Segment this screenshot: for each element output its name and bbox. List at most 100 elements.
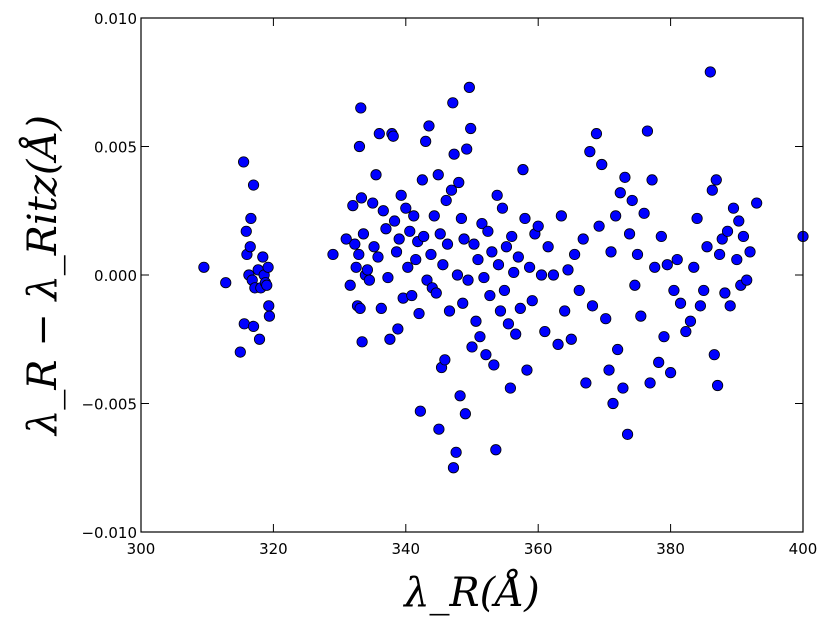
y-tick-label: −0.005 — [81, 396, 137, 414]
data-point — [751, 197, 763, 209]
data-point — [377, 205, 389, 217]
data-point — [384, 333, 396, 345]
data-point — [712, 379, 724, 392]
data-point — [434, 228, 446, 240]
y-tick-label: 0.005 — [94, 139, 137, 157]
data-point — [463, 81, 475, 93]
data-point — [355, 192, 368, 204]
data-point — [198, 261, 210, 273]
data-point — [428, 210, 440, 222]
data-point — [437, 259, 449, 271]
data-point — [508, 266, 520, 279]
data-point — [395, 189, 407, 201]
y-tick-label: −0.010 — [81, 524, 137, 542]
data-point — [716, 233, 728, 245]
x-tick-label: 320 — [259, 540, 288, 558]
data-point — [388, 215, 401, 227]
data-point — [727, 202, 740, 214]
data-point — [363, 274, 375, 286]
data-point — [607, 397, 619, 410]
data-point — [580, 377, 592, 389]
data-point — [629, 279, 641, 291]
x-tick-labels: 300 320 340 360 380 400 — [127, 540, 818, 558]
data-point — [416, 174, 428, 186]
data-point — [719, 287, 731, 299]
data-point — [443, 305, 456, 317]
data-point — [430, 287, 442, 299]
data-point — [356, 336, 368, 348]
data-point — [400, 202, 412, 214]
data-point — [512, 251, 524, 263]
data-point — [610, 210, 622, 222]
data-point — [498, 284, 511, 297]
data-point — [492, 259, 505, 271]
data-point — [344, 279, 356, 291]
data-point — [484, 289, 496, 302]
data-point — [635, 310, 647, 322]
data-point — [646, 174, 658, 186]
data-point — [262, 261, 274, 273]
data-point — [382, 271, 394, 284]
data-point — [490, 444, 502, 456]
x-tick-label: 300 — [127, 540, 156, 558]
x-axis-label: λ_R(Å) — [402, 569, 540, 616]
data-point — [459, 408, 471, 420]
data-point — [623, 228, 636, 240]
data-point — [390, 246, 403, 258]
data-point — [603, 364, 615, 376]
data-point — [671, 253, 683, 266]
data-point — [721, 225, 734, 237]
data-point — [372, 251, 384, 263]
data-point — [590, 128, 603, 140]
data-point — [451, 269, 464, 281]
data-point — [731, 253, 743, 266]
data-point — [472, 253, 484, 266]
data-point — [535, 269, 548, 281]
data-point — [733, 215, 745, 227]
data-point — [486, 246, 498, 258]
x-tick-label: 340 — [391, 540, 420, 558]
y-axis-label-text: λ_R − λ_Ritz(Å) — [19, 115, 66, 437]
data-point — [539, 325, 551, 338]
axis-ticks — [140, 17, 804, 533]
data-point — [741, 274, 753, 286]
data-point — [661, 259, 673, 271]
data-point — [680, 325, 692, 338]
data-point — [701, 241, 713, 253]
data-point — [468, 238, 480, 250]
data-point — [631, 248, 644, 261]
data-point — [367, 197, 379, 209]
data-point — [402, 261, 414, 273]
data-point — [470, 315, 482, 327]
data-point — [476, 218, 488, 230]
data-point — [684, 315, 697, 327]
data-point — [373, 128, 385, 140]
data-point — [506, 230, 518, 243]
y-tick-label: 0.000 — [94, 267, 137, 285]
data-point — [247, 320, 260, 332]
data-point — [744, 246, 756, 258]
data-point — [532, 220, 544, 232]
data-point — [393, 233, 405, 245]
data-point — [502, 318, 515, 330]
data-point — [413, 307, 425, 320]
data-point — [488, 359, 500, 371]
x-tick-label: 360 — [524, 540, 553, 558]
data-point — [418, 230, 430, 243]
data-point — [247, 179, 260, 191]
data-point — [523, 261, 536, 273]
data-point — [245, 212, 257, 225]
data-point — [357, 228, 370, 240]
data-point — [644, 377, 656, 389]
data-point — [605, 246, 617, 258]
data-point — [491, 189, 503, 201]
data-point — [593, 220, 605, 232]
data-point — [439, 354, 451, 366]
data-point — [408, 210, 420, 222]
data-point — [263, 310, 276, 322]
data-point — [466, 341, 478, 353]
data-point — [447, 462, 460, 474]
data-point — [482, 225, 494, 237]
data-point — [526, 295, 538, 307]
data-point — [220, 277, 232, 289]
